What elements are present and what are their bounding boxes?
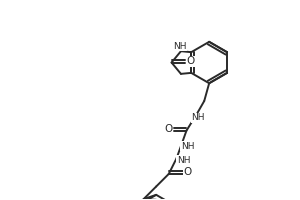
- Text: O: O: [165, 124, 173, 134]
- Text: NH: NH: [173, 42, 187, 51]
- Text: NH: NH: [181, 142, 194, 151]
- Text: O: O: [183, 167, 192, 177]
- Text: NH: NH: [177, 156, 190, 165]
- Text: NH: NH: [192, 113, 205, 122]
- Text: O: O: [186, 56, 194, 66]
